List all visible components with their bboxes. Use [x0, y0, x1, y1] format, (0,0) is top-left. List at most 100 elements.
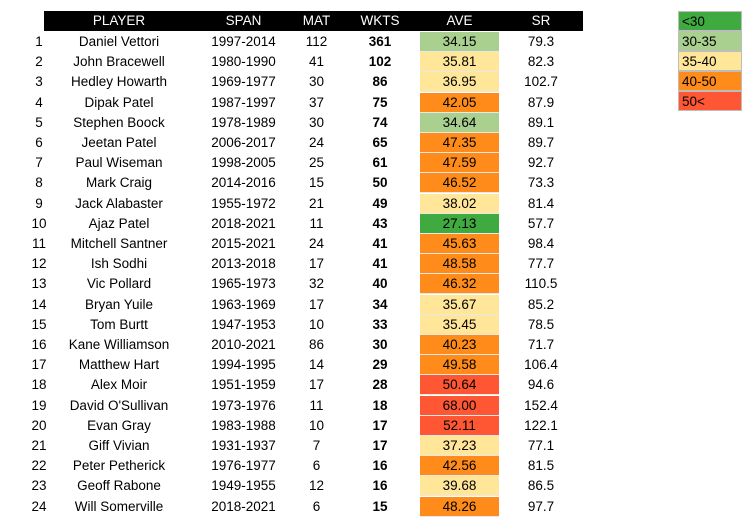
- strike-rate-cell: 57.7: [527, 215, 555, 231]
- table-header: PLAYER SPAN MAT WKTS AVE SR: [44, 11, 583, 31]
- strike-rate-cell: 71.7: [527, 337, 555, 352]
- table-row: 22 Peter Petherick 1976-1977 6 16 42.56 81.5: [0, 456, 600, 477]
- average-cell: 40.23: [420, 335, 499, 355]
- rank-cell: 23: [31, 478, 47, 494]
- table-row: 14 Bryan Yuile 1963-1969 17 34 35.67 85.2: [0, 294, 600, 315]
- player-cell: Mitchell Santner: [70, 236, 168, 251]
- rank-cell: 22: [31, 458, 47, 474]
- table-row: 23 Geoff Rabone 1949-1955 12 16 39.68 86.5: [0, 476, 600, 497]
- player-cell: Mark Craig: [85, 175, 152, 191]
- span-cell: 2010-2021: [211, 337, 276, 352]
- legend-item: 40-50: [678, 71, 742, 91]
- matches-cell: 24: [308, 236, 325, 251]
- matches-cell: 17: [308, 377, 325, 393]
- average-cell: 36.95: [420, 72, 499, 93]
- strike-rate-cell: 85.2: [527, 296, 555, 312]
- table-row: 15 Tom Burtt 1947-1953 10 33 35.45 78.5: [0, 314, 600, 335]
- span-cell: 1955-1972: [211, 195, 276, 211]
- average-cell: 42.56: [420, 456, 499, 477]
- table-row: 20 Evan Gray 1983-1988 10 17 52.11 122.1: [0, 415, 600, 436]
- average-cell: 46.32: [420, 274, 499, 295]
- player-cell: Paul Wiseman: [75, 155, 163, 171]
- legend-item: 50<: [678, 91, 742, 111]
- wickets-cell: 33: [372, 316, 388, 332]
- player-cell: John Bracewell: [73, 54, 165, 70]
- span-cell: 1983-1988: [211, 417, 276, 433]
- average-cell: 48.58: [420, 254, 499, 275]
- strike-rate-cell: 110.5: [524, 276, 558, 292]
- player-cell: Giff Vivian: [88, 438, 150, 453]
- player-cell: Kane Williamson: [68, 337, 170, 352]
- average-cell: 42.05: [420, 92, 499, 113]
- wickets-cell: 16: [372, 458, 388, 474]
- wickets-cell: 50: [372, 175, 388, 191]
- rank-cell: 24: [31, 498, 47, 514]
- table-row: 17 Matthew Hart 1994-1995 14 29 49.58 106.4: [0, 355, 600, 376]
- rank-cell: 20: [31, 417, 47, 433]
- matches-cell: 11: [309, 397, 324, 413]
- wickets-cell: 28: [372, 377, 388, 393]
- span-cell: 1931-1937: [211, 438, 276, 453]
- rank-cell: 4: [35, 94, 43, 110]
- player-cell: Matthew Hart: [78, 357, 160, 373]
- average-cell: 68.00: [420, 395, 499, 416]
- average-cell: 47.35: [420, 133, 499, 153]
- table-row: 13 Vic Pollard 1965-1973 32 40 46.32 110.5: [0, 274, 600, 295]
- wickets-cell: 17: [372, 417, 388, 433]
- strike-rate-cell: 73.3: [527, 175, 555, 191]
- span-cell: 1987-1997: [211, 94, 276, 110]
- span-cell: 1963-1969: [211, 296, 276, 312]
- rank-cell: 15: [31, 316, 47, 332]
- rank-cell: 8: [35, 175, 43, 191]
- rank-cell: 11: [31, 236, 46, 251]
- span-cell: 1976-1977: [211, 458, 276, 474]
- span-cell: 1969-1977: [211, 74, 276, 90]
- matches-cell: 112: [305, 34, 328, 49]
- table-row: 1 Daniel Vettori 1997-2014 112 361 34.15 79.3: [0, 32, 600, 52]
- strike-rate-cell: 102.7: [524, 74, 558, 90]
- header-span: SPAN: [225, 13, 262, 28]
- span-cell: 1998-2005: [211, 155, 276, 171]
- matches-cell: 21: [308, 195, 325, 211]
- player-cell: Evan Gray: [87, 417, 151, 433]
- wickets-cell: 102: [368, 54, 392, 70]
- player-cell: David O'Sullivan: [69, 397, 169, 413]
- wickets-cell: 16: [372, 478, 388, 494]
- player-cell: Geoff Rabone: [77, 478, 161, 494]
- average-cell: 38.02: [420, 193, 499, 214]
- strike-rate-cell: 82.3: [527, 54, 555, 70]
- player-cell: Dipak Patel: [84, 94, 154, 110]
- table-row: 9 Jack Alabaster 1955-1972 21 49 38.02 81.4: [0, 193, 600, 214]
- matches-cell: 6: [312, 458, 321, 474]
- average-cell: 35.45: [420, 314, 499, 335]
- wickets-cell: 17: [372, 438, 388, 453]
- table-row: 5 Stephen Boock 1978-1989 30 74 34.64 89.1: [0, 112, 600, 133]
- table-row: 24 Will Somerville 2018-2021 6 15 48.26 97.7: [0, 496, 600, 517]
- table-row: 3 Hedley Howarth 1969-1977 30 86 36.95 102.7: [0, 72, 600, 93]
- strike-rate-cell: 97.7: [527, 498, 555, 514]
- player-cell: Hedley Howarth: [70, 74, 168, 90]
- wickets-cell: 61: [372, 155, 388, 171]
- matches-cell: 12: [308, 478, 325, 494]
- average-cell: 37.23: [420, 436, 499, 456]
- player-cell: Stephen Boock: [73, 114, 165, 130]
- matches-cell: 24: [308, 135, 325, 150]
- average-cell: 34.64: [420, 112, 499, 133]
- rank-cell: 13: [31, 276, 47, 292]
- average-cell: 47.59: [420, 153, 499, 174]
- table-row: 21 Giff Vivian 1931-1937 7 17 37.23 77.1: [0, 436, 600, 456]
- average-cell: 48.26: [420, 496, 499, 517]
- average-cell: 35.67: [420, 294, 499, 315]
- wickets-cell: 18: [372, 397, 388, 413]
- header-player: PLAYER: [92, 13, 146, 28]
- table-row: 11 Mitchell Santner 2015-2021 24 41 45.63 98.4: [0, 234, 600, 254]
- table-row: 19 David O'Sullivan 1973-1976 11 18 68.00 152.…: [0, 395, 600, 416]
- strike-rate-cell: 79.3: [527, 34, 555, 49]
- matches-cell: 30: [308, 74, 325, 90]
- rank-cell: 6: [35, 135, 43, 150]
- legend-item: 30-35: [678, 31, 742, 51]
- matches-cell: 32: [308, 276, 325, 292]
- span-cell: 1965-1973: [211, 276, 276, 292]
- wickets-cell: 41: [372, 256, 388, 272]
- table-row: 2 John Bracewell 1980-1990 41 102 35.81 82.3: [0, 52, 600, 73]
